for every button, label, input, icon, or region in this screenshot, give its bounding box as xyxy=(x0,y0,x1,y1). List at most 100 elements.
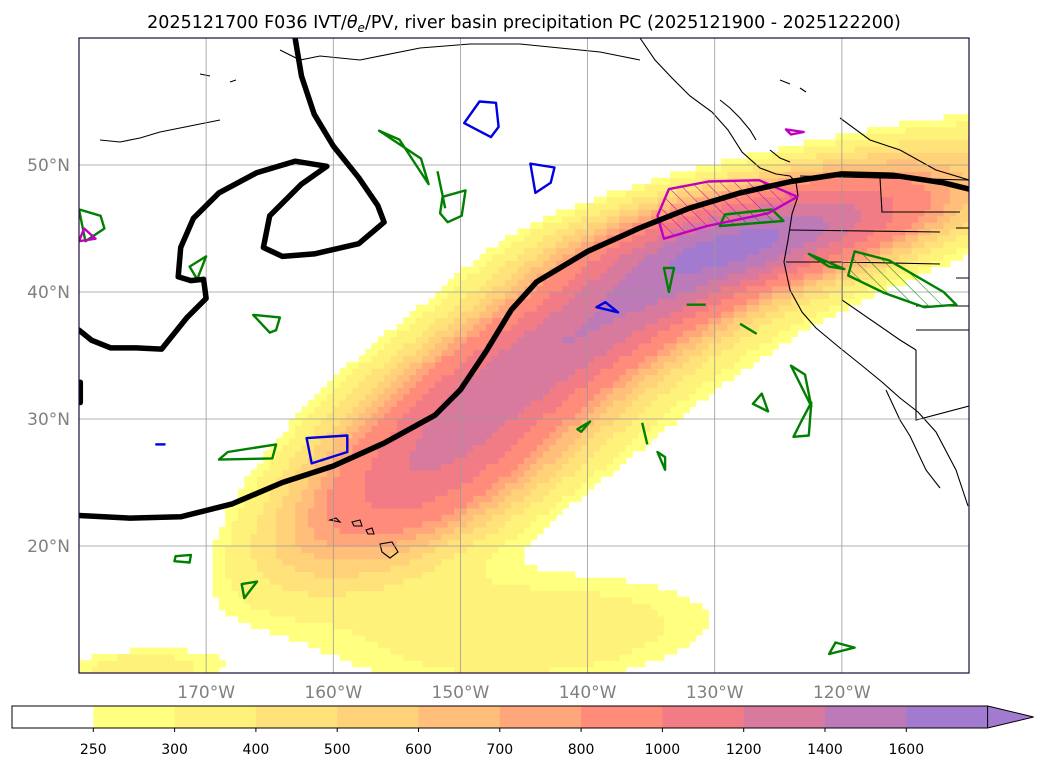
ivt-cell xyxy=(593,463,601,471)
ivt-cell xyxy=(587,425,595,433)
ivt-cell xyxy=(504,641,512,649)
ivt-cell xyxy=(746,272,754,280)
ivt-cell xyxy=(435,317,442,325)
ivt-cell xyxy=(568,209,576,217)
ivt-cell xyxy=(485,419,493,426)
ivt-cell xyxy=(593,228,601,236)
ivt-cell xyxy=(638,336,646,344)
ivt-cell xyxy=(524,298,531,306)
ivt-cell xyxy=(568,393,576,401)
ivt-cell xyxy=(536,349,544,357)
ivt-cell xyxy=(702,387,709,395)
ivt-cell xyxy=(371,349,379,357)
ivt-cell xyxy=(606,304,614,312)
ivt-cell xyxy=(498,603,506,611)
ivt-cell xyxy=(231,514,239,522)
ivt-cell xyxy=(555,292,563,299)
ivt-cell xyxy=(784,285,792,293)
ivt-cell xyxy=(396,558,404,566)
ivt-cell xyxy=(581,419,589,426)
ivt-cell xyxy=(663,615,671,623)
ivt-cell xyxy=(473,520,481,528)
ivt-cell xyxy=(517,399,525,407)
ivt-cell xyxy=(568,469,576,477)
ivt-cell xyxy=(886,247,894,255)
ivt-cell xyxy=(568,336,576,344)
ivt-cell xyxy=(454,533,462,541)
ivt-cell xyxy=(339,412,347,420)
ivt-cell xyxy=(606,266,614,274)
ivt-cell xyxy=(511,298,519,306)
ivt-cell xyxy=(638,444,646,452)
ivt-cell xyxy=(517,425,525,433)
ivt-cell xyxy=(466,584,474,592)
ivt-cell xyxy=(301,520,309,528)
ivt-cell xyxy=(473,425,481,433)
ivt-cell xyxy=(320,412,328,420)
ivt-cell xyxy=(682,361,690,369)
ivt-cell xyxy=(689,292,697,299)
ivt-cell xyxy=(905,120,913,128)
ivt-cell xyxy=(492,514,500,522)
ivt-cell xyxy=(244,596,252,604)
ivt-cell xyxy=(365,380,373,388)
ivt-cell xyxy=(733,253,741,261)
ivt-cell xyxy=(574,387,582,395)
ivt-cell xyxy=(911,266,919,274)
ivt-cell xyxy=(543,457,551,465)
ivt-cell xyxy=(562,393,570,401)
ivt-cell xyxy=(117,660,125,668)
ivt-cell xyxy=(765,152,773,160)
ivt-cell xyxy=(346,615,353,623)
ivt-cell xyxy=(587,342,595,350)
ivt-cell xyxy=(651,228,659,236)
ivt-cell xyxy=(593,361,601,369)
ivt-cell xyxy=(504,444,512,452)
ivt-cell xyxy=(530,304,538,312)
ivt-cell xyxy=(498,666,506,673)
ivt-cell xyxy=(848,184,856,191)
ivt-cell xyxy=(593,234,601,242)
ivt-cell xyxy=(829,292,837,299)
ivt-cell xyxy=(479,361,487,369)
ivt-cell xyxy=(759,158,767,166)
ivt-cell xyxy=(562,590,570,598)
ivt-cell xyxy=(695,609,703,617)
ivt-cell xyxy=(759,298,767,306)
ivt-cell xyxy=(733,158,741,166)
ivt-cell xyxy=(880,184,887,191)
ivt-cell xyxy=(568,603,576,611)
ivt-cell xyxy=(517,241,525,249)
ivt-cell xyxy=(587,584,595,592)
ivt-cell xyxy=(447,457,455,465)
ivt-cell xyxy=(307,406,315,414)
ivt-cell xyxy=(562,228,570,236)
ivt-cell xyxy=(702,323,709,331)
ivt-cell xyxy=(333,393,341,401)
ivt-cell xyxy=(829,222,837,230)
ivt-cell xyxy=(441,438,449,445)
ivt-cell xyxy=(593,406,601,414)
ivt-cell xyxy=(320,565,328,572)
ivt-cell xyxy=(803,222,811,230)
ivt-cell xyxy=(568,647,576,655)
ivt-cell xyxy=(269,476,277,484)
ivt-cell xyxy=(377,342,385,350)
ivt-cell xyxy=(860,241,868,249)
ivt-cell xyxy=(396,596,404,604)
ivt-cell xyxy=(504,558,512,566)
ivt-cell xyxy=(257,571,264,579)
ivt-cell xyxy=(733,323,741,331)
ivt-cell xyxy=(682,368,690,376)
ivt-cell xyxy=(613,641,620,649)
ivt-cell xyxy=(613,380,620,388)
ivt-cell xyxy=(549,260,557,268)
ivt-cell xyxy=(555,438,563,445)
ivt-cell xyxy=(810,298,818,306)
ivt-cell xyxy=(644,336,652,344)
ivt-cell xyxy=(479,285,487,293)
ivt-cell xyxy=(536,272,544,280)
ivt-cell xyxy=(282,552,290,560)
ivt-cell xyxy=(301,603,309,611)
ivt-cell xyxy=(568,634,576,642)
